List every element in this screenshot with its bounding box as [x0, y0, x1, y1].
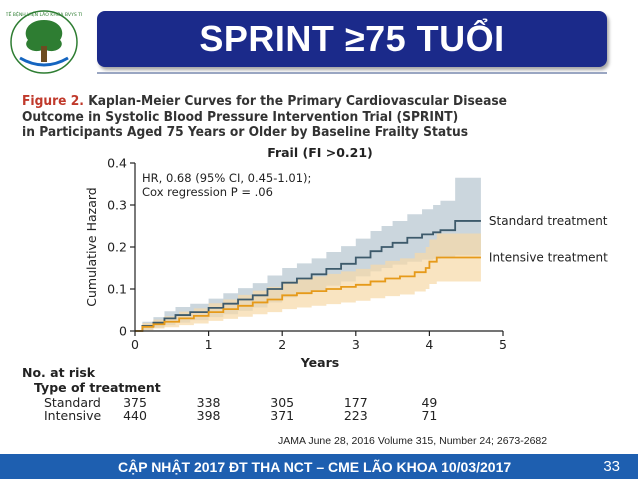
- x-tick-label: 0: [131, 337, 139, 352]
- x-tick-label: 2: [278, 337, 286, 352]
- chart-title: Frail (FI >0.21): [267, 145, 373, 160]
- x-tick-label: 1: [205, 337, 213, 352]
- risk-row-label: Intensive: [44, 408, 102, 423]
- logo-tree-canopy: [25, 20, 63, 52]
- x-tick-label: 3: [352, 337, 360, 352]
- figure-title-line-3: in Participants Aged 75 Years or Older b…: [22, 125, 469, 140]
- ci-band-standard: [135, 177, 481, 331]
- risk-count: 223: [343, 408, 368, 423]
- risk-count: 338: [196, 395, 221, 410]
- y-tick-label: 0.2: [107, 240, 127, 255]
- figure-title: Figure 2. Kaplan-Meier Curves for the Pr…: [22, 94, 543, 141]
- logo-tree-trunk: [41, 46, 47, 62]
- figure-title-line-1: Kaplan-Meier Curves for the Primary Card…: [83, 94, 507, 109]
- chart-axes: 0 1 2 3 4 5 0 0.1 0.2 0.3 0.4: [107, 156, 507, 353]
- footer-text: CẬP NHẬT 2017 ĐT THA NCT – CME LÃO KHOA …: [118, 458, 512, 475]
- figure-label: Figure 2.: [22, 94, 84, 109]
- y-tick-label: 0: [119, 324, 127, 339]
- title-divider: [97, 72, 607, 74]
- series-line-intensive: [135, 256, 481, 332]
- risk-count: 398: [196, 408, 221, 423]
- series-labels: Standard treatment Intensive treatment: [489, 214, 608, 265]
- series-lines: [135, 220, 481, 332]
- risk-count: 71: [421, 408, 438, 423]
- citation: JAMA June 28, 2016 Volume 315, Number 24…: [278, 435, 548, 447]
- x-tick-label: 4: [425, 337, 433, 352]
- figure-title-line-2: Outcome in Systolic Blood Pressure Inter…: [22, 109, 459, 125]
- ci-band-intensive: [135, 233, 481, 331]
- page-number: 33: [603, 458, 620, 475]
- series-line-standard: [135, 220, 481, 332]
- x-tick-label: 5: [499, 337, 507, 352]
- y-tick-label: 0.4: [107, 156, 127, 171]
- hazard-ratio-annotation: HR, 0.68 (95% CI, 0.45-1.01);: [142, 171, 311, 185]
- footer-bar: CẬP NHẬT 2017 ĐT THA NCT – CME LÃO KHOA …: [0, 454, 638, 479]
- risk-table: No. at risk Type of treatment Standard 3…: [22, 365, 502, 423]
- risk-count: 375: [123, 395, 147, 410]
- hospital-logo: SỞ Y TẾ BỆNH VIỆN LÃO KHOA BVYS TP.HCM: [6, 10, 82, 74]
- series-label-intensive: Intensive treatment: [489, 251, 608, 265]
- risk-row-intensive: Intensive 440 398 371 223 71: [22, 408, 502, 423]
- risk-row-standard: Standard 375 338 305 177 49: [22, 395, 502, 410]
- risk-table-header: No. at risk: [22, 365, 96, 380]
- risk-table-subheader: Type of treatment: [34, 380, 161, 395]
- y-tick-label: 0.3: [107, 198, 127, 213]
- risk-count: 305: [270, 395, 295, 410]
- logo-caption: SỞ Y TẾ BỆNH VIỆN LÃO KHOA BVYS TP.HCM: [6, 10, 82, 18]
- risk-row-label: Standard: [44, 395, 101, 410]
- y-tick-label: 0.1: [107, 282, 127, 297]
- slide-title: SPRINT ≥75 TUỔI: [199, 18, 505, 59]
- confidence-bands: [135, 177, 481, 331]
- series-label-standard: Standard treatment: [489, 214, 608, 228]
- x-axis-label: Years: [300, 355, 339, 370]
- risk-count: 440: [123, 408, 147, 423]
- risk-count: 371: [270, 408, 295, 423]
- logo-hands: [19, 56, 69, 67]
- risk-count: 49: [421, 395, 438, 410]
- cox-regression-annotation: Cox regression P = .06: [142, 185, 273, 199]
- slide-title-box: SPRINT ≥75 TUỔI: [97, 11, 607, 67]
- y-axis-label: Cumulative Hazard: [84, 187, 99, 306]
- logo-ring: [10, 10, 78, 74]
- risk-count: 177: [343, 395, 368, 410]
